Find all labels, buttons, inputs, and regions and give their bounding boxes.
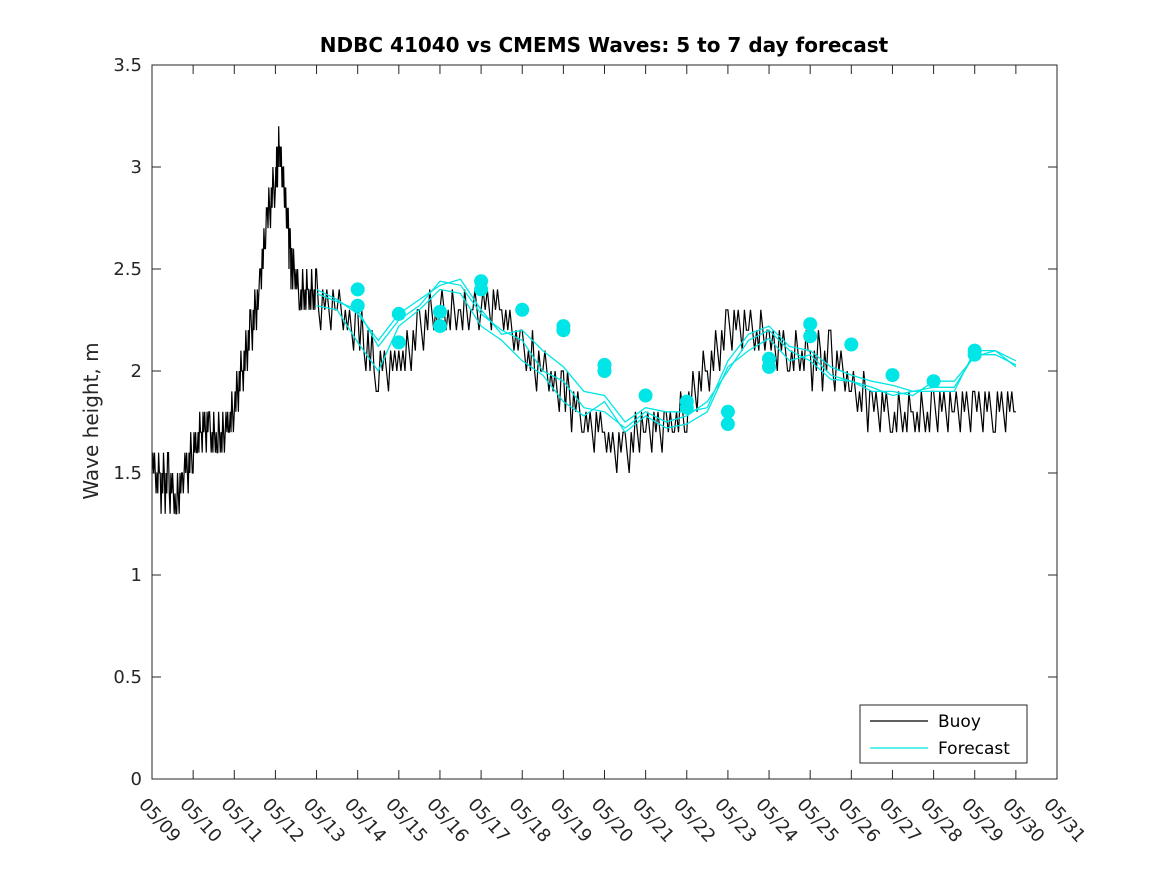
y-tick-label: 1.5 xyxy=(113,463,142,484)
forecast-marker xyxy=(926,374,941,389)
forecast-marker xyxy=(597,364,612,378)
y-tick-label: 2 xyxy=(131,361,142,382)
plot-area xyxy=(151,126,1017,515)
forecast-marker xyxy=(679,400,694,415)
forecast-marker xyxy=(433,304,447,319)
y-tick-label: 1 xyxy=(131,565,142,586)
forecast-marker xyxy=(720,417,735,431)
forecast-marker xyxy=(433,319,447,334)
forecast-marker xyxy=(803,317,818,332)
forecast-marker xyxy=(720,404,735,419)
legend: Buoy Forecast xyxy=(859,704,1028,764)
forecast-series-line-2 xyxy=(316,288,1017,434)
y-tick-label: 3.5 xyxy=(113,55,142,76)
forecast-marker xyxy=(844,337,859,352)
forecast-marker xyxy=(350,282,365,297)
forecast-marker xyxy=(515,302,530,317)
legend-box xyxy=(859,704,1028,764)
y-tick-label: 0.5 xyxy=(113,667,142,688)
y-tick-label: 0 xyxy=(131,769,142,790)
y-tick-label: 3 xyxy=(131,157,142,178)
legend-label-2: Forecast xyxy=(938,739,1010,759)
y-tick-label: 2.5 xyxy=(113,259,142,280)
chart-title: NDBC 41040 vs CMEMS Waves: 5 to 7 day fo… xyxy=(320,33,889,57)
forecast-marker xyxy=(391,335,406,350)
forecast-marker xyxy=(762,359,776,374)
y-axis-label: Wave height, m xyxy=(79,342,103,499)
forecast-marker xyxy=(556,323,571,338)
forecast-marker xyxy=(885,368,900,383)
forecast-marker xyxy=(803,329,818,344)
forecast-marker xyxy=(350,298,365,313)
forecast-marker xyxy=(967,347,982,362)
forecast-marker xyxy=(474,282,489,297)
forecast-marker xyxy=(638,388,653,403)
legend-label-1: Buoy xyxy=(938,712,981,732)
forecast-series-line-3 xyxy=(316,280,1017,429)
forecast-marker xyxy=(391,306,406,321)
